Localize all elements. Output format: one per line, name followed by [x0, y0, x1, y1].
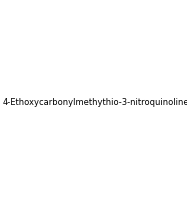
Text: 4-Ethoxycarbonylmethythio-3-nitroquinoline: 4-Ethoxycarbonylmethythio-3-nitroquinoli… — [3, 98, 187, 106]
